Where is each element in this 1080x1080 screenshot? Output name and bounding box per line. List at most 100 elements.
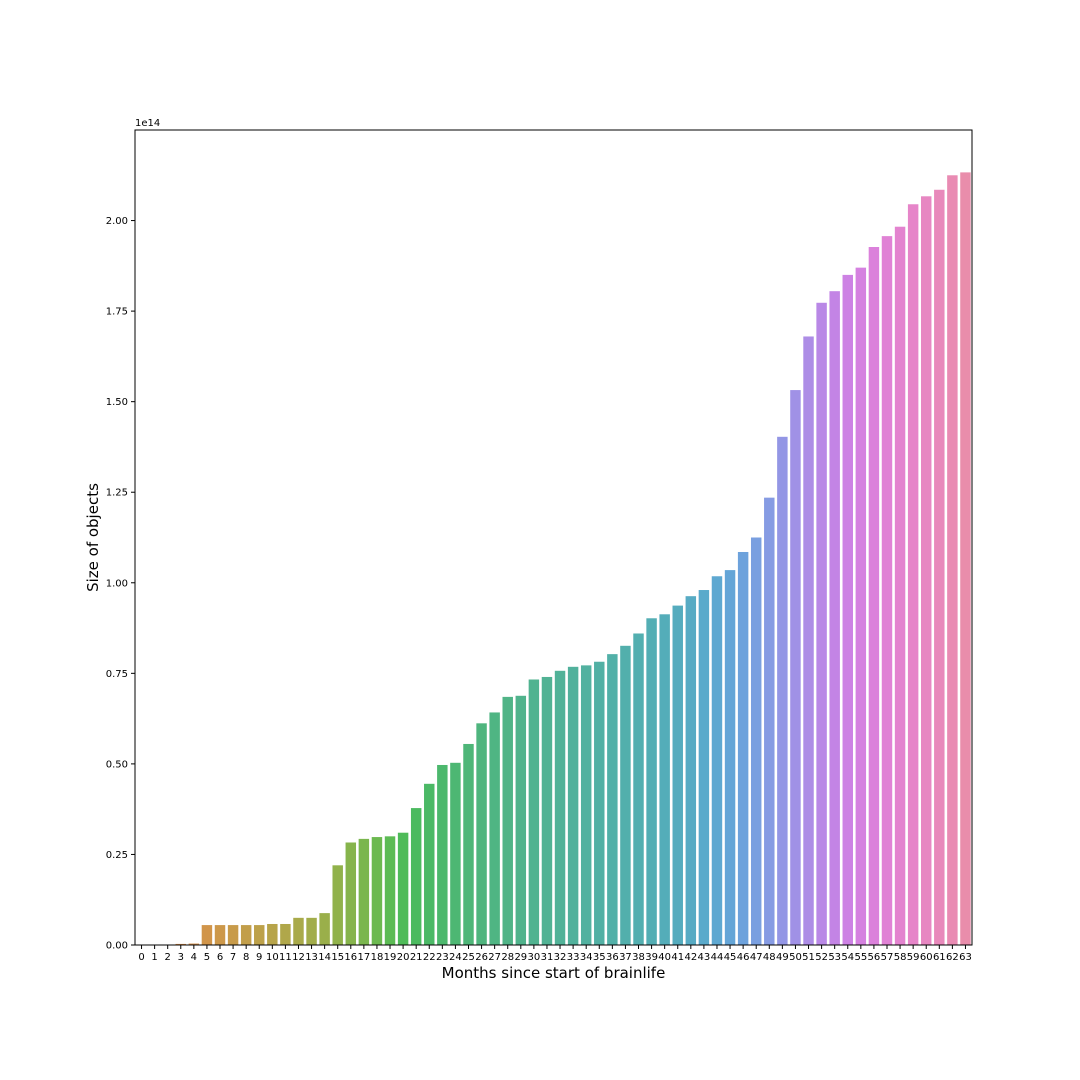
bar-42 (685, 596, 697, 945)
bar-group (175, 172, 971, 946)
bar-28 (502, 696, 513, 945)
y-tick-label: 1.50 (106, 397, 128, 408)
x-tick-label: 3 (178, 952, 184, 963)
bar-7 (227, 925, 239, 945)
y-tick-label: 0.00 (106, 941, 128, 952)
x-tick-label: 25 (462, 952, 475, 963)
bar-3 (175, 943, 187, 945)
bar-47 (750, 537, 762, 945)
y-axis-label: Size of objects (84, 483, 102, 592)
bar-57 (881, 236, 893, 945)
bar-18 (371, 837, 383, 945)
x-tick-label: 46 (737, 952, 750, 963)
y-tick-label: 0.25 (106, 850, 128, 861)
bar-55 (855, 267, 867, 946)
x-tick-label: 16 (344, 952, 357, 963)
x-tick-label: 13 (305, 952, 318, 963)
bar-31 (541, 676, 553, 945)
x-tick-label: 48 (763, 952, 776, 963)
x-tick-label: 58 (894, 952, 907, 963)
x-tick-label: 42 (684, 952, 697, 963)
bar-61 (934, 189, 945, 945)
x-tick-label: 45 (724, 952, 737, 963)
x-tick-label: 43 (698, 952, 711, 963)
x-tick-label: 14 (318, 952, 331, 963)
x-tick-label: 22 (423, 952, 436, 963)
bar-30 (528, 679, 540, 945)
y-offset-label: 1e14 (135, 118, 160, 129)
bar-48 (764, 497, 775, 945)
y-tick-label: 1.75 (106, 307, 128, 318)
x-tick-label: 19 (384, 952, 397, 963)
bar-5 (201, 925, 213, 945)
bar-29 (515, 695, 527, 945)
x-tick-label: 21 (410, 952, 423, 963)
bar-19 (384, 836, 396, 945)
bar-44 (711, 576, 723, 945)
bar-34 (580, 665, 592, 945)
x-tick-label: 23 (436, 952, 449, 963)
bar-12 (293, 917, 304, 945)
bar-4 (188, 943, 200, 945)
bar-43 (698, 590, 710, 945)
bar-52 (816, 302, 827, 945)
x-tick-label: 29 (514, 952, 527, 963)
bar-63 (960, 172, 971, 945)
bar-56 (868, 246, 880, 945)
x-tick-label: 52 (815, 952, 828, 963)
plot-frame (134, 129, 973, 946)
bar-33 (567, 666, 579, 945)
x-tick-label: 11 (279, 952, 292, 963)
x-tick-label: 33 (567, 952, 580, 963)
x-tick-label: 30 (528, 952, 541, 963)
x-tick-label: 10 (266, 952, 279, 963)
bar-59 (907, 204, 919, 945)
bar-37 (620, 645, 631, 945)
x-tick-label: 55 (854, 952, 867, 963)
bar-27 (489, 712, 500, 945)
x-tick-label: 34 (580, 952, 593, 963)
bar-11 (280, 923, 291, 945)
x-axis-ticks: 0 1 2 3 4 5 6 7 8 9 10 11 12 13 14 15 16 17 18 19 20 21 22 23 24… (138, 945, 972, 963)
x-tick-label: 9 (256, 952, 262, 963)
x-tick-label: 27 (488, 952, 501, 963)
x-tick-label: 12 (292, 952, 305, 963)
x-tick-label: 37 (619, 952, 632, 963)
bar-10 (267, 923, 278, 945)
bar-15 (332, 865, 343, 945)
bar-13 (306, 917, 317, 945)
bar-26 (476, 723, 487, 945)
bar-50 (790, 390, 801, 945)
bar-9 (254, 925, 265, 945)
y-tick-label: 1.25 (106, 488, 128, 499)
x-tick-label: 36 (606, 952, 619, 963)
bar-45 (724, 570, 736, 945)
bar-16 (345, 842, 357, 945)
x-tick-label: 17 (358, 952, 371, 963)
y-tick-label: 1.00 (106, 578, 128, 589)
x-tick-label: 20 (397, 952, 410, 963)
bar-38 (633, 633, 644, 945)
y-axis-ticks: 0.00 0.25 0.50 0.75 1.00 1.25 1.50 1.75 2.00 (106, 216, 135, 952)
x-tick-label: 28 (501, 952, 514, 963)
x-tick-label: 63 (959, 952, 972, 963)
x-axis-label: Months since start of brainlife (442, 964, 666, 982)
x-tick-label: 56 (868, 952, 881, 963)
x-tick-label: 7 (230, 952, 236, 963)
bar-62 (947, 175, 958, 945)
bar-22 (424, 783, 435, 945)
x-tick-label: 4 (191, 952, 197, 963)
x-tick-label: 24 (449, 952, 462, 963)
x-tick-label: 6 (217, 952, 223, 963)
x-tick-label: 8 (243, 952, 249, 963)
x-tick-label: 35 (593, 952, 606, 963)
x-tick-label: 2 (165, 952, 171, 963)
bar-32 (554, 670, 566, 945)
x-tick-label: 5 (204, 952, 210, 963)
bar-25 (463, 743, 474, 945)
x-tick-label: 18 (371, 952, 384, 963)
x-tick-label: 54 (841, 952, 854, 963)
bar-46 (737, 551, 749, 945)
x-tick-label: 57 (881, 952, 894, 963)
bar-40 (659, 614, 670, 945)
